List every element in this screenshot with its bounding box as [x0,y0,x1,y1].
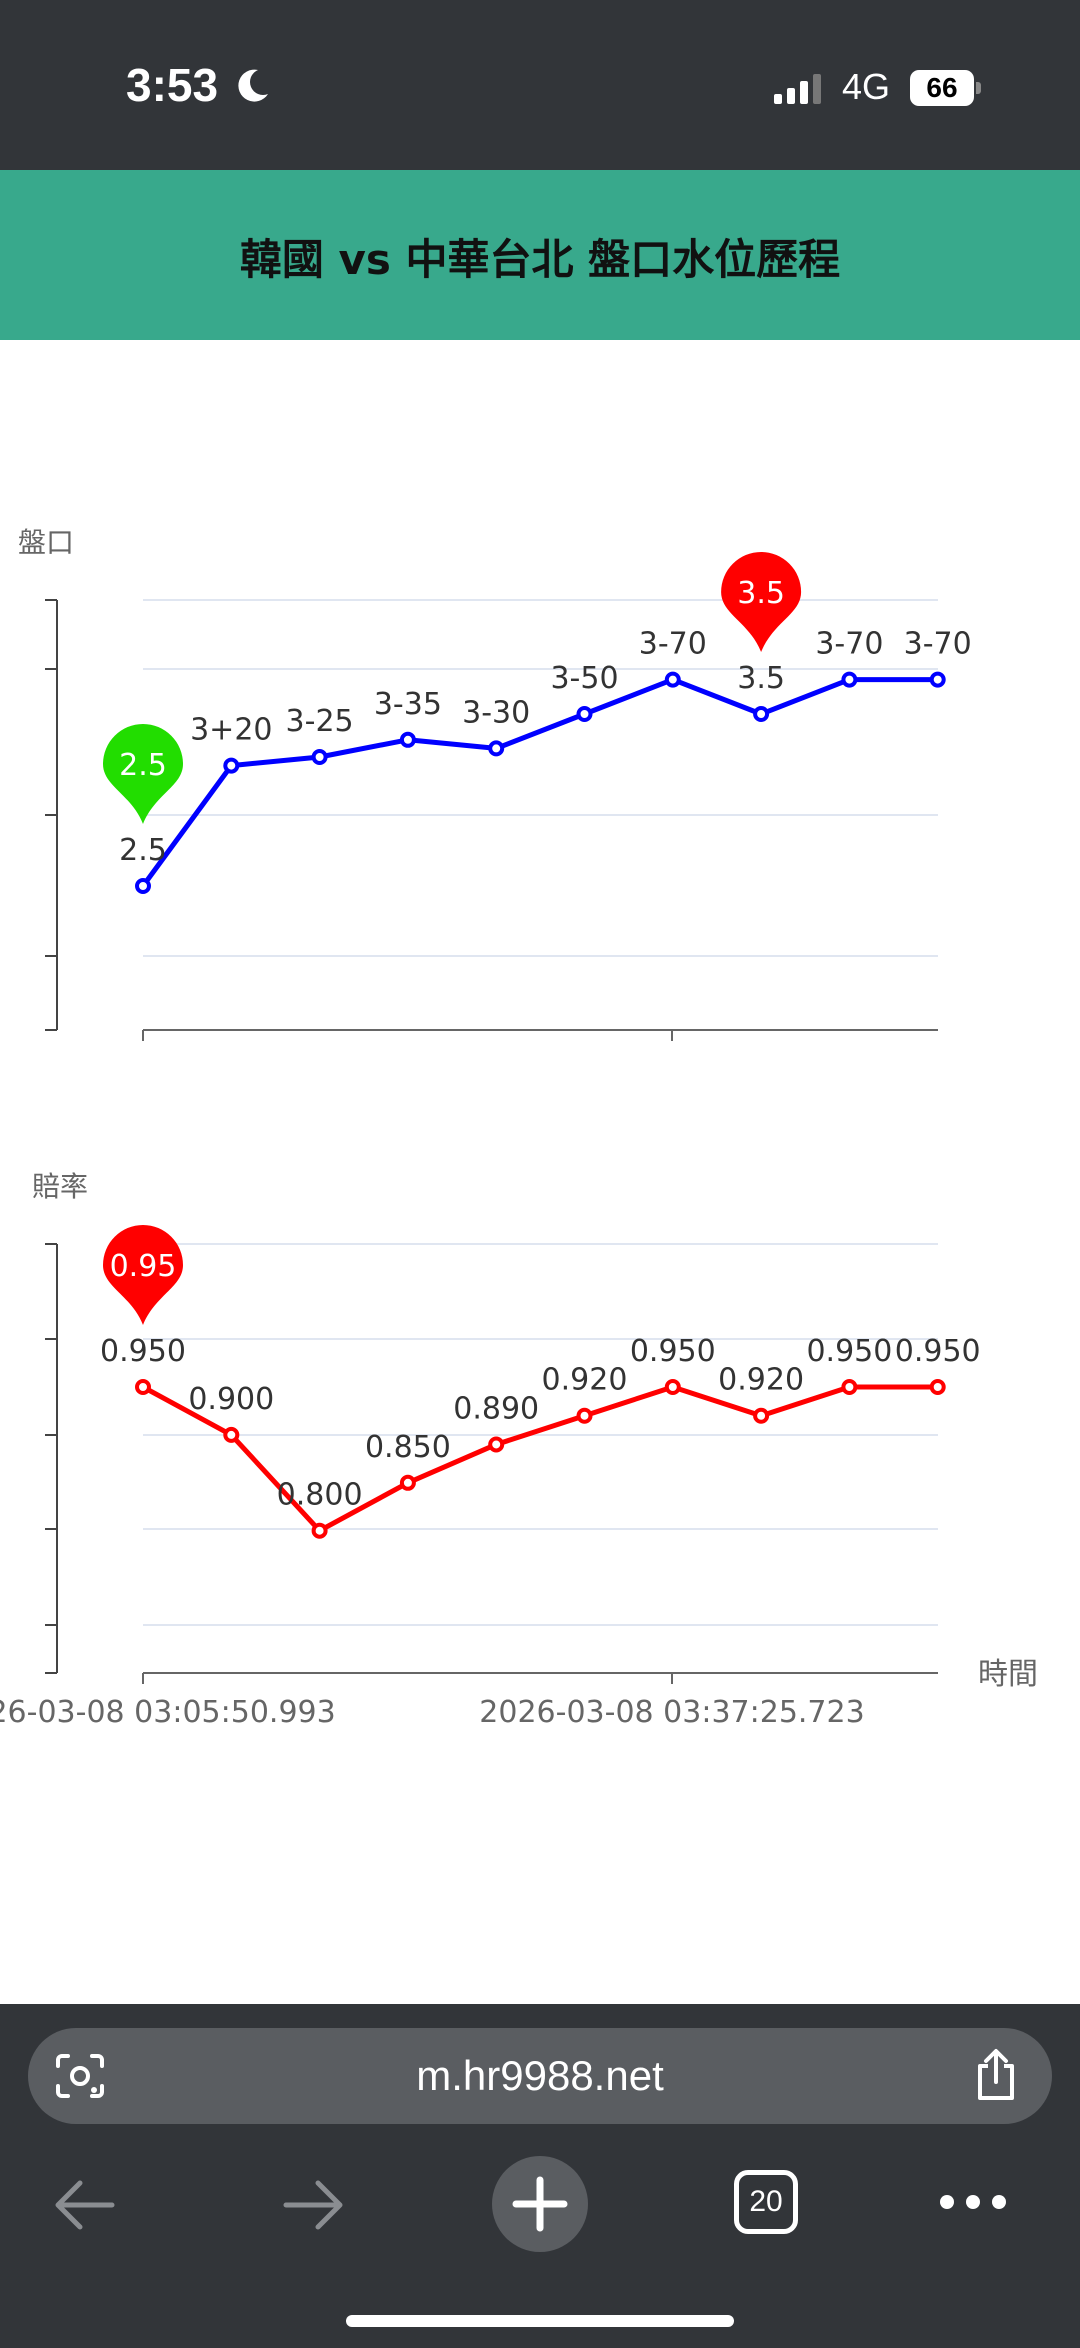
x-tick-label: 2026-03-08 03:05:50.993 [0,1695,336,1730]
more-icon[interactable] [938,2190,1008,2214]
max-marker-pin-shape [721,552,802,652]
network-type: 4G [842,66,891,107]
series-line [141,1384,938,1534]
tabs-button[interactable]: 20 [734,2170,798,2234]
data-point [841,1379,858,1395]
max-marker-pin-label: 3.5 [737,576,785,611]
data-point [576,706,593,722]
title-bar: 韓國 vs 中華台北 盤口水位歷程 [0,170,1080,340]
data-point [223,1426,240,1443]
battery-icon: 66 [910,70,981,106]
data-label: 3.5 [737,661,785,696]
data-point [223,757,240,774]
data-point [664,671,681,688]
new-tab-button[interactable] [492,2156,588,2252]
status-bar: 3:53 4G 66 [0,0,1080,170]
address-bar[interactable]: m.hr9988.net [28,2028,1052,2124]
data-label: 2.5 [119,833,167,868]
handicap-axis-name: 盤口 [18,526,74,559]
data-label: 3-25 [286,704,354,739]
data-point [576,1407,593,1424]
line-charts: 盤口 賠率 2026-03-08 [0,526,1038,1730]
moon-icon [238,69,268,102]
data-point [841,671,858,688]
data-label: 3-70 [904,627,972,662]
data-point [753,706,770,722]
odds-grid [143,1243,938,1626]
odds-x-axis [142,1672,938,1684]
handicap-x-axis [142,1029,938,1041]
data-label: 0.890 [453,1391,539,1426]
odds-series: 0.9500.9000.8000.8500.8900.9200.9500.920… [100,1225,981,1539]
data-point [399,1474,416,1491]
data-point [929,1379,946,1395]
data-label: 3-50 [550,661,618,696]
data-label: 0.800 [277,1478,363,1513]
browser-toolbar: m.hr9988.net 20 [0,2004,1080,2348]
data-label: 0.950 [630,1334,716,1369]
data-label: 0.920 [718,1363,804,1398]
x-tick-label: 2026-03-08 03:37:25.723 [479,1695,864,1730]
data-label: 3-70 [639,627,707,662]
data-label: 0.950 [895,1334,981,1369]
home-indicator [346,2315,734,2327]
data-point [311,749,328,765]
data-point [488,740,505,757]
clock: 3:53 [126,59,219,111]
data-point [753,1407,770,1424]
odds-x-axis-name: 時間 [978,1657,1038,1692]
data-point [929,671,946,688]
handicap-grid [143,599,938,957]
data-label: 3+20 [190,713,272,748]
min-marker-pin-label: 2.5 [119,748,167,783]
min-marker-pin-shape [103,724,183,824]
data-label: 3-70 [815,627,883,662]
max-marker-pin: 0.95 [103,1225,183,1325]
data-point [135,878,151,894]
max-marker-pin-label: 0.95 [110,1249,177,1284]
max-marker-pin-shape [103,1225,183,1325]
data-label: 0.950 [806,1334,892,1369]
odds-y-axis [45,1243,58,1674]
lens-icon[interactable] [54,2052,106,2100]
data-point [399,731,416,748]
series-line [140,677,938,888]
url-text[interactable]: m.hr9988.net [416,2052,664,2099]
battery-level: 66 [926,72,958,103]
data-point [135,1379,151,1395]
data-point [664,1379,681,1395]
data-label: 3-30 [462,695,530,730]
odds-axis-name: 賠率 [32,1170,88,1203]
data-point [311,1522,328,1539]
data-label: 0.950 [100,1334,186,1369]
data-label: 0.920 [542,1363,628,1398]
share-icon[interactable] [974,2048,1018,2102]
page-title: 韓國 vs 中華台北 盤口水位歷程 [239,235,841,284]
data-label: 0.900 [188,1382,274,1417]
plus-icon [512,2176,568,2232]
data-label: 0.850 [365,1430,451,1465]
signal-icon [774,74,821,104]
min-marker-pin: 2.5 [103,724,183,824]
data-point [488,1436,505,1453]
max-marker-pin: 3.5 [721,552,802,652]
data-label: 3-35 [374,687,442,722]
handicap-y-axis [45,599,58,1031]
arrow-right-icon[interactable] [278,2170,348,2240]
arrow-left-icon[interactable] [50,2170,120,2240]
handicap-series: 2.5 3+20 3-25 3-35 3-30 3-50 3-70 3.5 3-70 3-70 2.… [103,552,972,894]
